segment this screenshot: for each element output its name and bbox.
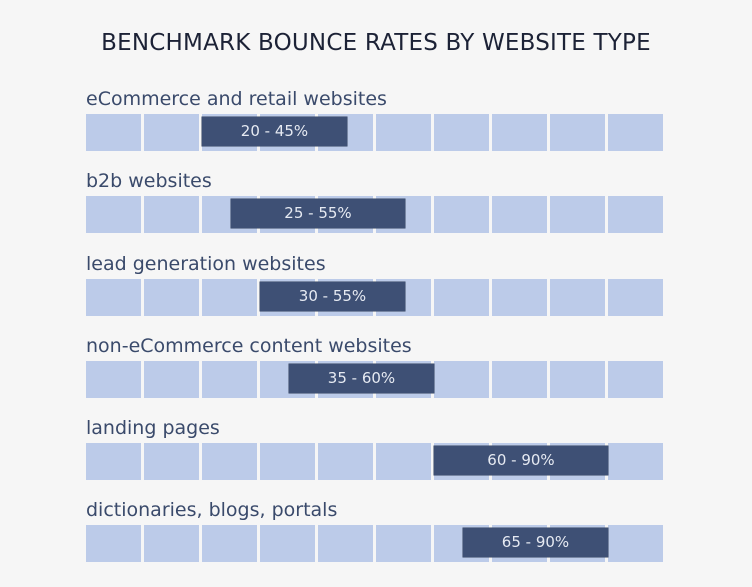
grid-cell	[434, 361, 489, 398]
grid-cell	[86, 443, 141, 480]
range-track: 30 - 55%	[86, 279, 666, 316]
grid-cell	[318, 525, 373, 562]
grid-cell	[492, 114, 547, 151]
grid-cell	[202, 443, 257, 480]
grid-cell	[434, 196, 489, 233]
range-bar: 65 - 90%	[463, 528, 608, 557]
grid-cell	[434, 279, 489, 316]
range-bar: 35 - 60%	[289, 364, 434, 393]
range-track: 65 - 90%	[86, 525, 666, 562]
grid-cell	[376, 443, 431, 480]
grid-cell	[318, 443, 373, 480]
grid-cell	[86, 196, 141, 233]
range-bar: 60 - 90%	[434, 446, 608, 475]
range-track: 25 - 55%	[86, 196, 666, 233]
grid-cell	[492, 196, 547, 233]
grid-cell	[608, 443, 663, 480]
grid-cell	[608, 361, 663, 398]
grid-cell	[144, 196, 199, 233]
grid-cell	[202, 279, 257, 316]
grid-cell	[550, 114, 605, 151]
grid-cell	[492, 279, 547, 316]
grid-cell	[608, 279, 663, 316]
grid-cell	[608, 196, 663, 233]
grid-cell	[86, 525, 141, 562]
grid-cell	[550, 196, 605, 233]
grid-cell	[260, 525, 315, 562]
grid-cell	[376, 114, 431, 151]
chart-title: BENCHMARK BOUNCE RATES BY WEBSITE TYPE	[101, 30, 651, 56]
range-track: 35 - 60%	[86, 361, 666, 398]
grid-cell	[260, 443, 315, 480]
grid-cell	[202, 525, 257, 562]
grid-cell	[550, 279, 605, 316]
row-label: b2b websites	[86, 170, 212, 192]
grid-cell	[434, 114, 489, 151]
range-track: 60 - 90%	[86, 443, 666, 480]
range-bar: 20 - 45%	[202, 117, 347, 146]
grid-cell	[144, 361, 199, 398]
range-track: 20 - 45%	[86, 114, 666, 151]
row-label: eCommerce and retail websites	[86, 88, 387, 110]
grid-cell	[608, 525, 663, 562]
grid-cell	[492, 361, 547, 398]
grid-cell	[86, 279, 141, 316]
range-bar: 30 - 55%	[260, 282, 405, 311]
grid-cell	[86, 114, 141, 151]
grid-cell	[550, 361, 605, 398]
grid-cell	[144, 443, 199, 480]
grid-cell	[144, 114, 199, 151]
grid-cell	[608, 114, 663, 151]
row-label: dictionaries, blogs, portals	[86, 499, 338, 521]
grid-cell	[86, 361, 141, 398]
row-label: landing pages	[86, 417, 220, 439]
grid-cell	[144, 279, 199, 316]
grid-cell	[202, 361, 257, 398]
grid-cell	[144, 525, 199, 562]
row-label: lead generation websites	[86, 253, 326, 275]
range-bar: 25 - 55%	[231, 199, 405, 228]
grid-cell	[376, 525, 431, 562]
row-label: non-eCommerce content websites	[86, 335, 412, 357]
